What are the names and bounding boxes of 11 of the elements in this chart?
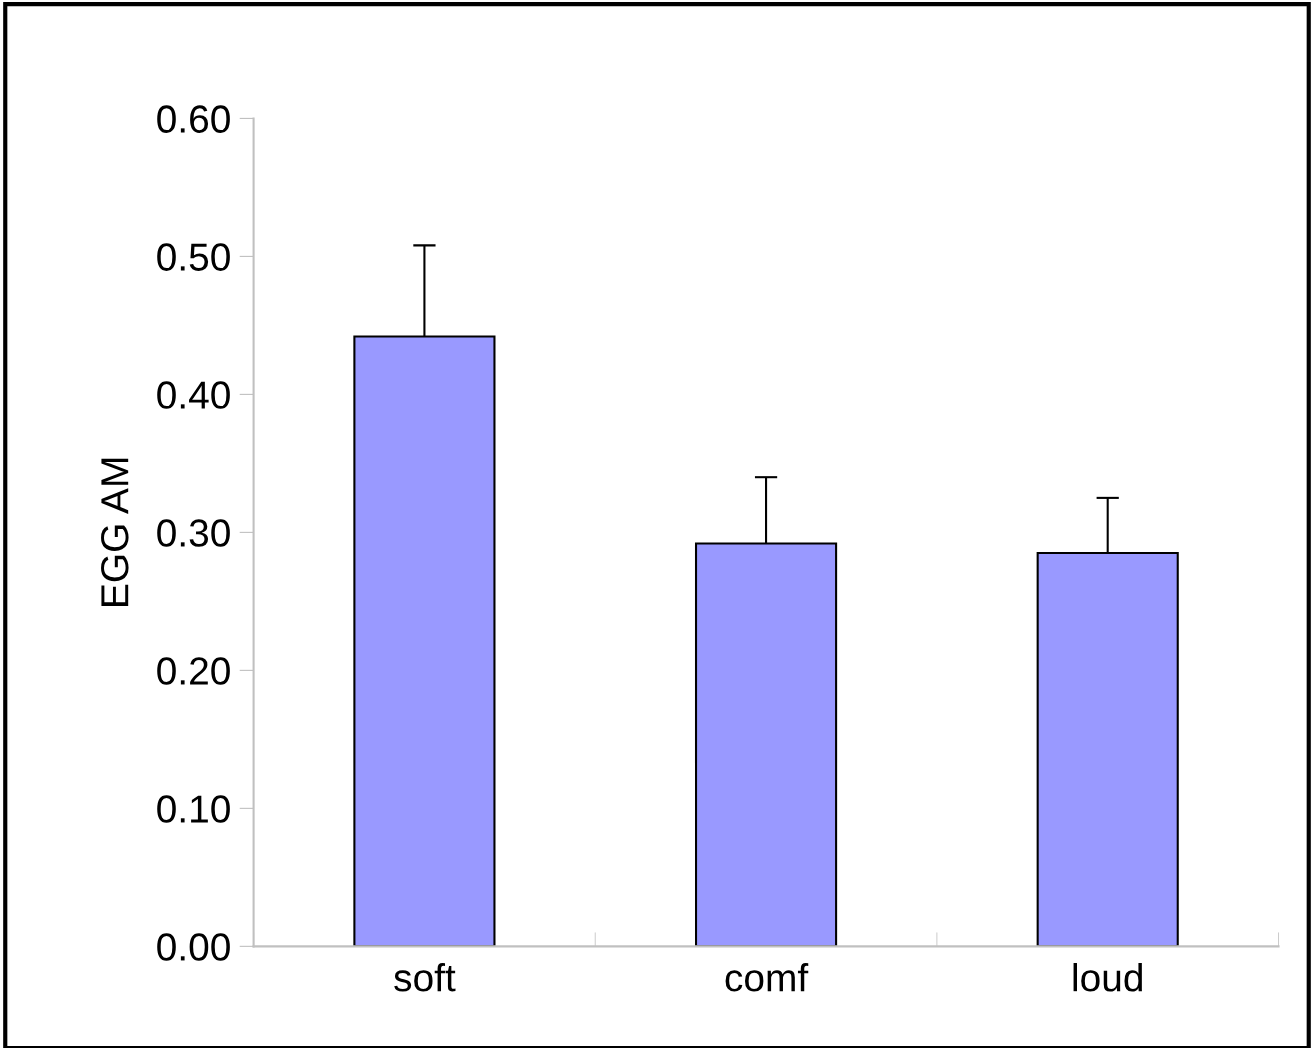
y-tick-label: 0.10 <box>157 795 230 823</box>
y-tick-label: 0.60 <box>157 105 230 133</box>
y-tick-label: 0.00 <box>157 933 230 961</box>
y-axis-title: EGG AM <box>101 458 129 606</box>
x-tick-label: comf <box>725 963 809 992</box>
y-tick-label: 0.20 <box>157 657 230 685</box>
x-tick-label: loud <box>1073 963 1142 992</box>
y-tick-label: 0.40 <box>157 381 230 409</box>
y-tick-label: 0.50 <box>157 243 230 271</box>
y-tick-label: 0.30 <box>157 519 230 547</box>
x-tick-label: soft <box>394 963 456 992</box>
